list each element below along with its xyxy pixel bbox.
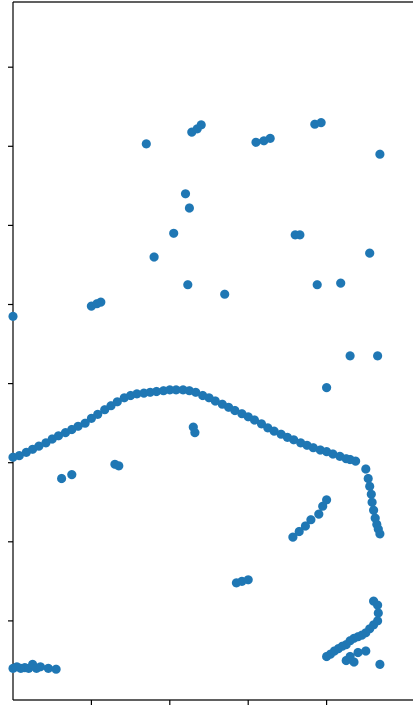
data-point: [73, 421, 83, 431]
data-point: [51, 664, 61, 674]
data-point: [375, 529, 385, 539]
data-point: [322, 651, 332, 662]
data-point: [373, 351, 383, 361]
data-point: [165, 385, 175, 395]
data-point: [351, 456, 361, 466]
data-point: [14, 451, 24, 461]
data-point: [269, 426, 279, 436]
data-point: [294, 526, 304, 537]
data-point: [8, 311, 18, 321]
data-point: [210, 396, 220, 406]
data-point: [361, 646, 371, 656]
data-point: [230, 405, 240, 416]
data-point: [289, 435, 299, 445]
data-point: [251, 137, 261, 147]
data-point: [336, 278, 346, 288]
data-point: [312, 280, 322, 290]
data-point: [34, 441, 44, 451]
data-point: [114, 461, 124, 471]
data-point: [345, 651, 355, 662]
data-point: [373, 608, 383, 618]
axes: [8, 1, 413, 705]
data-point: [345, 351, 355, 361]
data-point: [353, 647, 363, 658]
data-point: [367, 497, 377, 507]
data-point: [328, 449, 338, 459]
data-point: [295, 230, 305, 240]
data-point: [43, 663, 53, 674]
data-point: [300, 521, 310, 531]
data-point: [184, 203, 194, 213]
data-point: [151, 386, 162, 397]
data-point: [191, 387, 201, 397]
data-point: [316, 118, 326, 128]
data-point: [373, 600, 383, 610]
data-point: [365, 248, 375, 258]
data-point: [365, 481, 375, 491]
data-point: [149, 252, 159, 262]
data-point: [314, 509, 324, 519]
data-point: [369, 505, 379, 515]
data-point: [375, 149, 385, 159]
data-point: [288, 532, 298, 542]
data-point: [363, 473, 373, 484]
data-point: [375, 659, 385, 670]
data-point: [322, 383, 332, 393]
data-point: [308, 443, 318, 453]
data-point: [183, 280, 193, 290]
data-point: [93, 409, 103, 419]
data-point: [57, 473, 67, 484]
data-point: [141, 139, 151, 149]
data-point: [112, 397, 122, 407]
data-point: [53, 431, 64, 441]
data-point: [180, 189, 191, 199]
data-point: [220, 289, 230, 299]
data-point: [35, 662, 46, 672]
data-point: [361, 464, 371, 474]
data-point: [306, 515, 316, 525]
data-point: [171, 385, 181, 395]
data-point: [169, 228, 179, 238]
data-point: [249, 415, 260, 425]
data-point: [96, 297, 106, 307]
data-point: [265, 133, 275, 143]
data-point: [132, 389, 142, 399]
data-point: [196, 120, 206, 130]
data-point: [366, 489, 376, 499]
data-point: [67, 470, 77, 480]
data-points: [8, 118, 385, 674]
data-point: [243, 575, 253, 585]
data-point: [318, 501, 328, 511]
data-point: [80, 418, 90, 428]
data-point: [190, 428, 200, 438]
